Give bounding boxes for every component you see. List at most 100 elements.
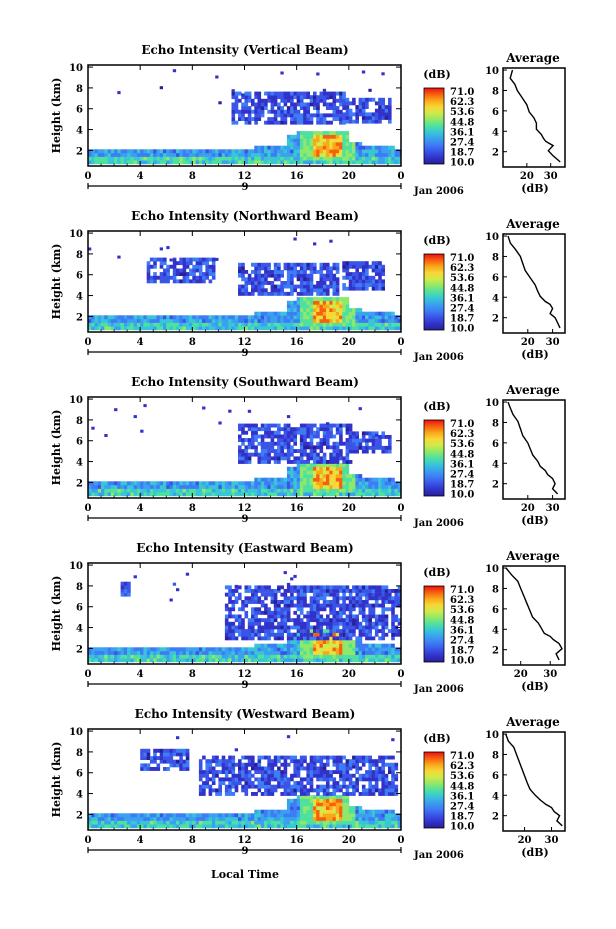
heatmap-cell	[299, 610, 304, 615]
heatmap-cell	[156, 275, 161, 280]
heatmap-cell	[228, 481, 232, 486]
heatmap-cell	[176, 588, 180, 592]
heatmap-cell	[358, 142, 363, 146]
heatmap-cell	[326, 96, 330, 100]
heatmap-cell	[163, 326, 167, 331]
heatmap-cell	[202, 755, 206, 760]
avg-y-tick-label: 8	[492, 86, 499, 97]
heatmap-cell	[332, 95, 337, 100]
heatmap-cell	[342, 275, 346, 280]
heatmap-cell	[267, 434, 271, 439]
heatmap-cell	[97, 813, 102, 818]
heatmap-cell	[378, 592, 382, 597]
heatmap-cell	[355, 142, 359, 146]
heatmap-cell	[342, 592, 346, 597]
heatmap-cell	[264, 792, 268, 796]
heatmap-cell	[221, 820, 226, 825]
heatmap-cell	[286, 485, 291, 489]
heatmap-cell	[303, 621, 307, 626]
heatmap-cell	[352, 264, 356, 269]
heatmap-cell	[94, 326, 99, 331]
heatmap-cell	[342, 134, 346, 139]
heatmap-cell	[130, 658, 134, 663]
heatmap-cell	[198, 156, 203, 161]
heatmap-cell	[303, 270, 307, 274]
heatmap-cell	[159, 654, 164, 659]
heatmap-cell	[374, 160, 379, 165]
heatmap-cell	[254, 449, 258, 453]
heatmap-cell	[332, 91, 337, 96]
heatmap-cell	[348, 636, 353, 641]
heatmap-cell	[153, 651, 157, 655]
heatmap-cell	[332, 470, 337, 475]
heatmap-cell	[159, 813, 164, 818]
heatmap-cell	[313, 430, 317, 435]
heatmap-cell	[342, 98, 346, 103]
heatmap-cell	[309, 149, 314, 154]
heatmap-cell	[277, 262, 281, 267]
heatmap-cell	[273, 600, 278, 604]
heatmap-cell	[322, 636, 327, 641]
heatmap-cell	[374, 445, 379, 450]
heatmap-cell	[296, 802, 301, 807]
heatmap-cell	[293, 820, 297, 825]
heatmap-cell	[228, 596, 232, 601]
panel-title: Echo Intensity (Southward Beam)	[131, 375, 359, 389]
heatmap-cell	[374, 492, 379, 497]
heatmap-cell	[303, 788, 307, 793]
heatmap-cell	[342, 311, 346, 316]
heatmap-cell	[339, 423, 343, 428]
heatmap-cell	[260, 322, 265, 327]
heatmap-cell	[316, 138, 320, 143]
heatmap-cell	[345, 297, 350, 301]
heatmap-cell	[345, 97, 350, 102]
heatmap-cell	[303, 149, 307, 154]
heatmap-cell	[339, 109, 343, 114]
heatmap-cell	[257, 607, 262, 612]
heatmap-cell	[293, 603, 297, 608]
heatmap-cell	[156, 315, 161, 320]
heatmap-cell	[166, 647, 170, 652]
heatmap-cell	[293, 574, 297, 578]
heatmap-cell	[319, 795, 324, 799]
heatmap-cell	[267, 824, 271, 829]
heatmap-cell	[388, 488, 392, 493]
heatmap-cell	[97, 326, 102, 331]
heatmap-cell	[120, 319, 125, 323]
heatmap-cell	[322, 88, 327, 92]
heatmap-cell	[368, 97, 372, 102]
heatmap-cell	[358, 589, 363, 593]
heatmap-cell	[234, 820, 239, 825]
heatmap-cell	[114, 651, 118, 655]
heatmap-cell	[290, 113, 294, 118]
heatmap-cell	[280, 813, 284, 818]
heatmap-cell	[146, 820, 151, 825]
heatmap-cell	[332, 145, 337, 150]
heatmap-cell	[257, 145, 262, 150]
heatmap-cell	[234, 651, 239, 655]
heatmap-cell	[306, 322, 310, 327]
heatmap-cell	[149, 485, 154, 489]
heatmap-cell	[218, 770, 222, 774]
heatmap-cell	[319, 614, 324, 619]
heatmap-cell	[352, 112, 356, 117]
heatmap-cell	[329, 460, 333, 464]
heatmap-cell	[306, 477, 310, 482]
heatmap-cell	[280, 651, 284, 655]
heatmap-cell	[267, 759, 271, 764]
heatmap-cell	[306, 817, 310, 821]
heatmap-cell	[270, 434, 275, 439]
heatmap-cell	[322, 300, 327, 305]
heatmap-cell	[345, 632, 350, 637]
heatmap-cell	[280, 427, 284, 432]
heatmap-cell	[270, 98, 275, 103]
heatmap-cell	[322, 142, 327, 146]
heatmap-cell	[153, 759, 157, 764]
heatmap-cell	[176, 813, 180, 818]
x-tick-label: 20	[342, 337, 356, 348]
heatmap-cell	[123, 153, 128, 157]
heatmap-cell	[361, 600, 366, 604]
colorbar	[423, 419, 445, 497]
heatmap-cell	[244, 460, 249, 464]
heatmap-cell	[322, 596, 327, 601]
